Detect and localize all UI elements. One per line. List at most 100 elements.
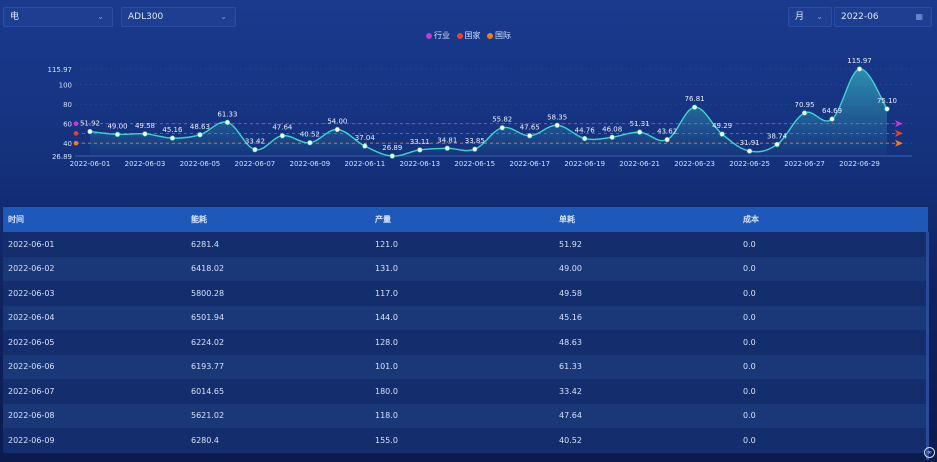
cell-time: 2022-06-08 <box>8 411 55 421</box>
cell-energy: 6014.65 <box>191 386 225 396</box>
table-row[interactable]: 2022-06-08 5621.02 118.0 47.64 0.0 <box>3 403 928 428</box>
cell-cost: 0.0 <box>743 337 756 347</box>
data-label: 49.58 <box>135 122 155 130</box>
y-tick-label: 80 <box>63 101 72 109</box>
model-select[interactable]: ADL300 ⌄ <box>121 7 236 27</box>
table-row[interactable]: 2022-06-01 6281.4 121.0 51.92 0.0 <box>3 232 928 257</box>
data-label: 70.95 <box>795 101 815 109</box>
date-value: 2022-06 <box>841 12 879 22</box>
x-tick-label: 2022-06-19 <box>564 160 605 168</box>
reference-line-arrow <box>895 139 903 147</box>
data-point <box>169 135 176 141</box>
chevron-down-icon: ⌄ <box>220 12 227 21</box>
cell-time: 2022-06-03 <box>8 288 55 298</box>
data-label: 49.29 <box>712 122 732 130</box>
legend-dot <box>425 32 432 39</box>
month-date-picker[interactable]: 2022-06 ▦ <box>834 7 932 27</box>
reference-line-start-marker <box>73 131 79 136</box>
data-label: 33.85 <box>465 137 485 145</box>
data-point <box>664 137 670 143</box>
cell-energy: 6281.4 <box>191 239 219 249</box>
x-tick-label: 2022-06-09 <box>290 160 331 168</box>
data-label: 44.76 <box>575 127 596 135</box>
cell-output: 128.0 <box>375 337 398 347</box>
cell-energy: 6224.02 <box>191 337 225 347</box>
table-row[interactable]: 2022-06-06 6193.77 101.0 61.33 0.0 <box>3 354 928 379</box>
cell-time: 2022-06-02 <box>8 264 55 274</box>
reference-line-start-marker <box>73 140 79 146</box>
cell-unit-consumption: 40.52 <box>559 435 582 445</box>
table-row[interactable]: 2022-06-09 6280.4 155.0 40.52 0.0 <box>3 428 928 453</box>
data-point <box>692 104 698 110</box>
cell-energy: 5621.02 <box>191 411 225 421</box>
data-label: 115.97 <box>847 57 872 65</box>
header-output[interactable]: 产量 <box>375 215 391 224</box>
cell-time: 2022-06-09 <box>8 435 55 445</box>
data-point <box>252 147 258 153</box>
data-label: 48.63 <box>190 123 210 131</box>
header-energy[interactable]: 能耗 <box>191 215 207 224</box>
cell-unit-consumption: 33.42 <box>559 386 582 396</box>
x-tick-label: 2022-06-07 <box>235 160 276 168</box>
x-tick-label: 2022-06-29 <box>839 160 880 168</box>
data-label: 31.91 <box>740 139 760 147</box>
data-label: 51.92 <box>80 120 100 128</box>
cell-unit-consumption: 45.16 <box>559 313 582 323</box>
cell-unit-consumption: 49.58 <box>559 288 582 298</box>
reference-line-start-marker <box>73 121 79 126</box>
zoom-icon[interactable]: ∞ <box>924 447 935 458</box>
data-point <box>856 66 863 72</box>
data-point <box>719 131 725 137</box>
cell-cost: 0.0 <box>743 411 756 421</box>
legend-item-international[interactable]: 国际 <box>487 30 511 41</box>
cell-output: 118.0 <box>375 411 398 421</box>
cell-energy: 6193.77 <box>191 362 225 372</box>
reference-line-arrow <box>895 129 903 137</box>
data-point <box>362 143 368 149</box>
x-tick-label: 2022-06-15 <box>454 160 495 168</box>
header-time[interactable]: 时间 <box>8 215 24 224</box>
y-tick-label: 40 <box>63 140 72 148</box>
data-label: 61.33 <box>217 110 237 118</box>
legend-label: 国家 <box>464 31 481 40</box>
data-label: 54.00 <box>327 118 347 126</box>
header-unit-consumption[interactable]: 单耗 <box>559 215 575 224</box>
cell-unit-consumption: 49.00 <box>559 264 582 274</box>
legend-item-industry[interactable]: 行业 <box>425 30 450 41</box>
table-scrollbar[interactable] <box>926 232 929 460</box>
data-point <box>884 106 890 112</box>
legend-label: 行业 <box>433 31 450 40</box>
data-point <box>224 119 231 125</box>
model-value: ADL300 <box>128 12 164 22</box>
legend-item-national[interactable]: 国家 <box>456 30 481 41</box>
data-label: 58.35 <box>547 113 567 121</box>
data-label: 37.04 <box>355 134 376 142</box>
x-tick-label: 2022-06-03 <box>125 160 166 168</box>
data-label: 51.31 <box>630 120 650 128</box>
table-row[interactable]: 2022-06-04 6501.94 144.0 45.16 0.0 <box>3 305 928 330</box>
x-tick-label: 2022-06-23 <box>674 160 715 168</box>
x-tick-label: 2022-06-11 <box>344 160 385 168</box>
y-tick-label: 26.89 <box>52 153 72 161</box>
table-row[interactable]: 2022-06-03 5800.28 117.0 49.58 0.0 <box>3 281 928 306</box>
x-tick-label: 2022-06-05 <box>180 160 221 168</box>
data-point <box>472 146 478 152</box>
data-label: 26.89 <box>382 144 402 152</box>
table-row[interactable]: 2022-06-02 6418.02 131.0 49.00 0.0 <box>3 256 928 281</box>
cell-cost: 0.0 <box>743 435 756 445</box>
x-tick-label: 2022-06-27 <box>784 160 825 168</box>
series-area <box>90 68 887 157</box>
data-label: 47.65 <box>520 124 540 132</box>
data-point <box>307 140 313 146</box>
table-row[interactable]: 2022-06-05 6224.02 128.0 48.63 0.0 <box>3 330 928 355</box>
data-point <box>499 125 505 131</box>
x-tick-label: 2022-06-21 <box>619 160 660 168</box>
energy-type-select[interactable]: 电 ⌄ <box>3 7 113 27</box>
table-row[interactable]: 2022-06-07 6014.65 180.0 33.42 0.0 <box>3 379 928 404</box>
data-point <box>334 126 340 133</box>
x-tick-label: 2022-06-25 <box>729 160 770 168</box>
header-cost[interactable]: 成本 <box>743 215 759 224</box>
cell-cost: 0.0 <box>743 386 756 396</box>
period-select[interactable]: 月 ⌄ <box>788 7 832 27</box>
